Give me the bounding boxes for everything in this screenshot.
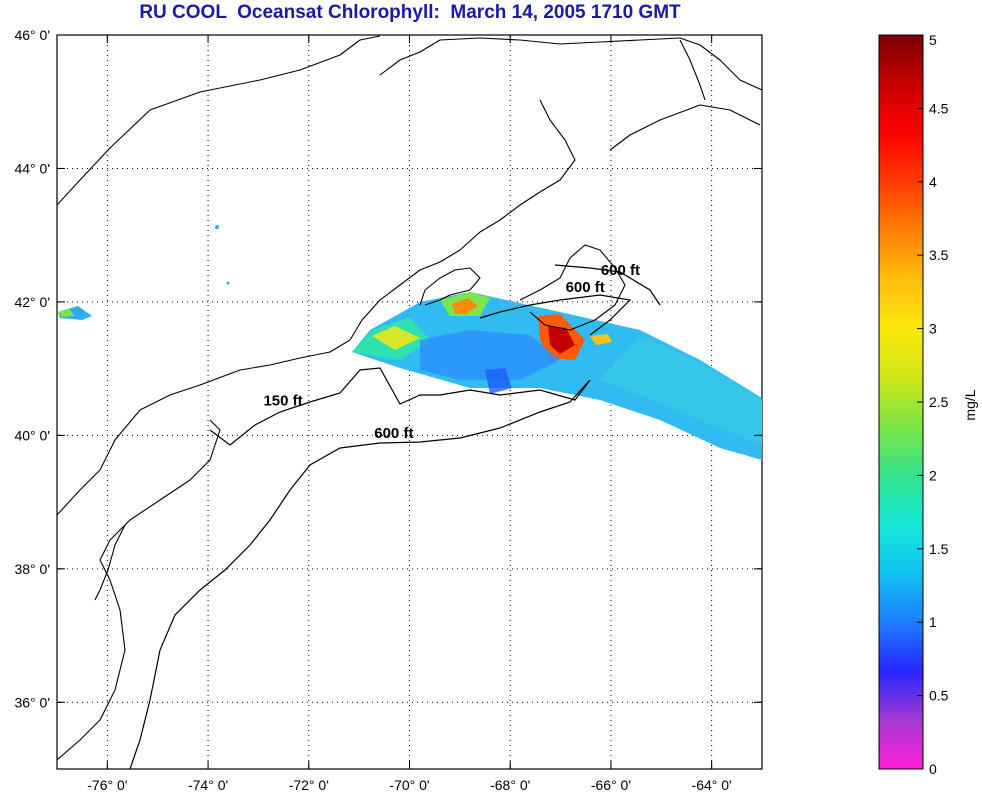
x-tick-label: -70° 0' (389, 777, 429, 793)
map-title: RU COOL Oceansat Chlorophyll: March 14, … (139, 2, 681, 23)
colorbar-ticks: 0 0.5 1 1.5 2 2.5 3 3.5 4 4.5 5 (917, 32, 949, 777)
coastline (57, 35, 762, 769)
colorbar-tick-label: 0 (929, 761, 937, 777)
y-axis-labels: 46° 0' 44° 0' 42° 0' 40° 0' 38° 0' 36° 0' (14, 27, 50, 710)
colorbar-unit-label: mg/L (962, 389, 978, 420)
x-tick-label: -68° 0' (490, 777, 530, 793)
axis-ticks (57, 34, 762, 769)
x-tick-label: -74° 0' (188, 777, 228, 793)
isobath-label: 600 ft (374, 425, 413, 442)
isobath-label: 600 ft (601, 262, 640, 279)
colorbar-tick-label: 2.5 (929, 394, 949, 410)
colorbar-tick-label: 4.5 (929, 100, 949, 116)
colorbar-tick-label: 1.5 (929, 541, 949, 557)
y-tick-label: 38° 0' (14, 561, 50, 577)
x-tick-label: -64° 0' (692, 777, 732, 793)
y-tick-label: 46° 0' (14, 27, 50, 43)
y-tick-label: 36° 0' (14, 694, 50, 710)
colorbar-tick-label: 3 (929, 321, 937, 337)
colorbar-tick-label: 1 (929, 614, 937, 630)
y-tick-label: 42° 0' (14, 294, 50, 310)
isobath-label: 150 ft (263, 392, 302, 409)
x-axis-labels: -76° 0' -74° 0' -72° 0' -70° 0' -68° 0' -66° … (87, 777, 731, 793)
colorbar-tick-label: 0.5 (929, 688, 949, 704)
isobath-label: 600 ft (566, 279, 605, 296)
colorbar (878, 34, 924, 770)
x-tick-label: -76° 0' (87, 777, 127, 793)
colorbar-tick-label: 5 (929, 32, 937, 48)
colorbar-tick-label: 3.5 (929, 247, 949, 263)
chlorophyll-swath (58, 225, 762, 460)
y-tick-label: 40° 0' (14, 427, 50, 443)
x-tick-label: -72° 0' (289, 777, 329, 793)
y-tick-label: 44° 0' (14, 160, 50, 176)
colorbar-tick-label: 4 (929, 174, 937, 190)
x-tick-label: -66° 0' (591, 777, 631, 793)
colorbar-tick-label: 2 (929, 467, 937, 483)
